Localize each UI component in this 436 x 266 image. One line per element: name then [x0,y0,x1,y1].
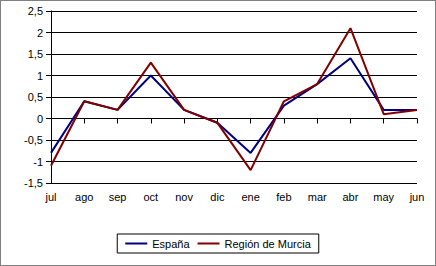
svg-text:España: España [152,238,190,250]
svg-text:-1: -1 [33,156,43,168]
svg-text:may: may [373,191,394,203]
svg-text:-0,5: -0,5 [24,134,43,146]
svg-text:Región de Murcia: Región de Murcia [225,238,312,250]
svg-text:dic: dic [210,191,225,203]
svg-text:mar: mar [308,191,327,203]
svg-text:ago: ago [75,191,93,203]
svg-text:jun: jun [409,191,425,203]
svg-text:1,5: 1,5 [28,48,43,60]
svg-text:0: 0 [37,113,43,125]
svg-text:2,5: 2,5 [28,5,43,17]
svg-text:feb: feb [276,191,291,203]
svg-text:oct: oct [143,191,158,203]
svg-text:jul: jul [44,191,56,203]
svg-text:2: 2 [37,27,43,39]
svg-text:ene: ene [241,191,259,203]
svg-text:abr: abr [343,191,359,203]
svg-text:sep: sep [109,191,127,203]
svg-text:-1,5: -1,5 [24,177,43,189]
svg-text:1: 1 [37,70,43,82]
svg-text:nov: nov [175,191,193,203]
svg-text:0,5: 0,5 [28,91,43,103]
